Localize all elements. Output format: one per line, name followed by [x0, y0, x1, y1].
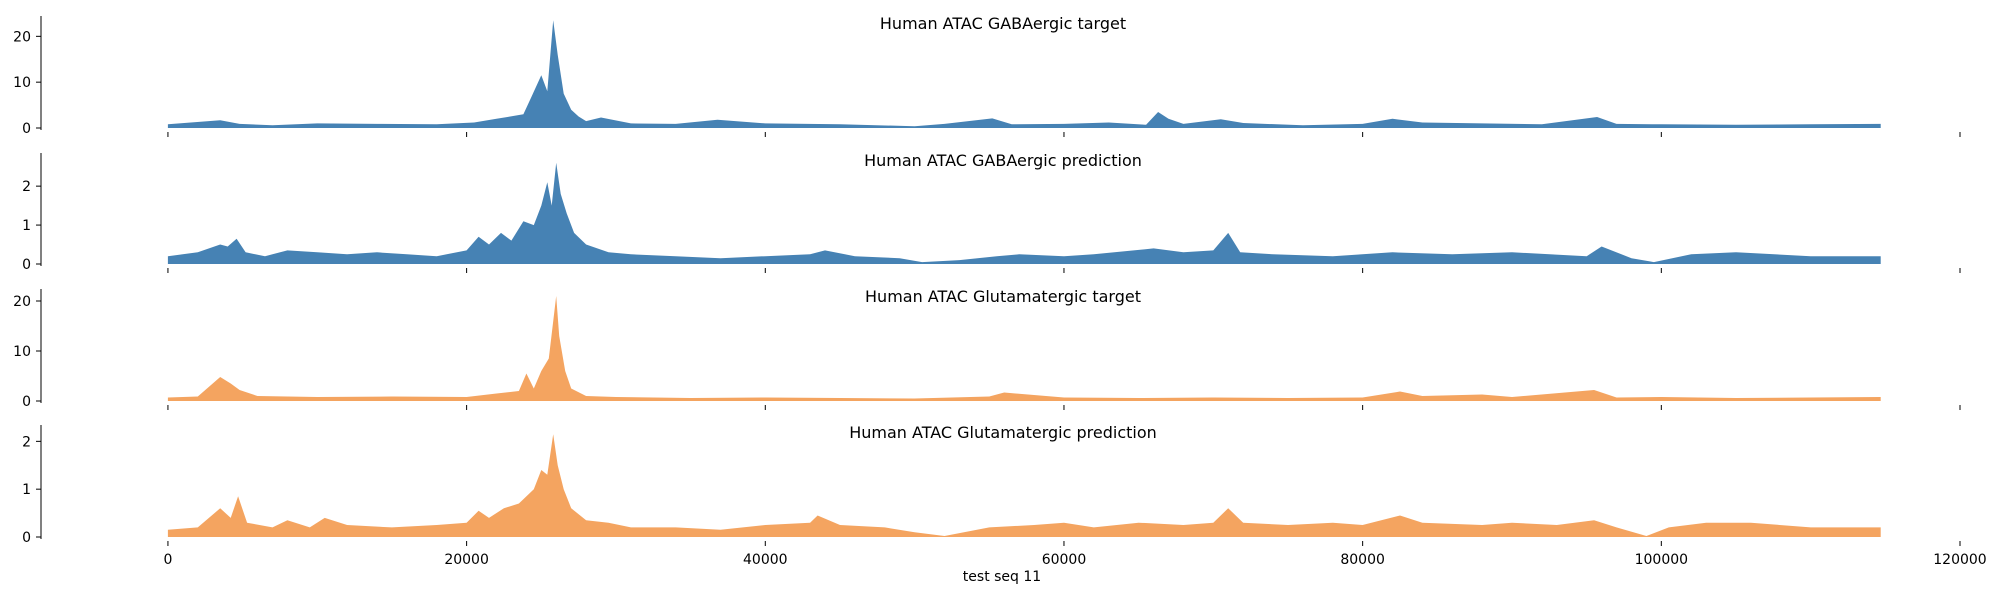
x-tick-label: 40000 — [743, 552, 788, 568]
y-tick-label: 0 — [22, 257, 31, 273]
panel-2: 0 1 2 Human ATAC GABAergic prediction — [22, 151, 1961, 273]
y-tick-label: 20 — [13, 294, 31, 310]
panel-title: Human ATAC GABAergic target — [880, 14, 1126, 33]
series-area — [167, 162, 1881, 264]
series-area — [167, 434, 1881, 537]
x-tick-label: 120000 — [1933, 552, 1986, 568]
y-tick-label: 0 — [22, 394, 31, 410]
panel-3: 0 10 20 Human ATAC Glutamatergic target — [13, 287, 1961, 410]
y-tick-label: 10 — [13, 344, 31, 360]
x-tick-label: 80000 — [1340, 552, 1385, 568]
series-area — [167, 20, 1881, 128]
x-tick-label: 20000 — [444, 552, 489, 568]
series-area — [167, 296, 1881, 401]
x-axis-label: test seq 11 — [963, 569, 1041, 585]
y-tick-label: 1 — [22, 482, 31, 498]
panel-4: 0 1 2 Human ATAC Glutamatergic prediction — [22, 423, 1961, 546]
panel-title: Human ATAC Glutamatergic prediction — [849, 423, 1157, 442]
x-tick-label: 0 — [163, 552, 172, 568]
panel-title: Human ATAC Glutamatergic target — [865, 287, 1141, 306]
x-axis: 0 20000 40000 60000 80000 100000 120000 — [163, 552, 1986, 568]
x-tick-label: 60000 — [1042, 552, 1087, 568]
y-tick-label: 20 — [13, 29, 31, 45]
y-tick-label: 0 — [22, 530, 31, 546]
x-tick-label: 100000 — [1635, 552, 1688, 568]
panel-title: Human ATAC GABAergic prediction — [864, 151, 1142, 170]
y-tick-label: 1 — [22, 218, 31, 234]
y-tick-label: 2 — [22, 179, 31, 195]
y-tick-label: 10 — [13, 75, 31, 91]
panel-1: 0 10 20 Human ATAC GABAergic target — [13, 14, 1961, 137]
y-tick-label: 0 — [22, 121, 31, 137]
y-tick-label: 2 — [22, 434, 31, 450]
